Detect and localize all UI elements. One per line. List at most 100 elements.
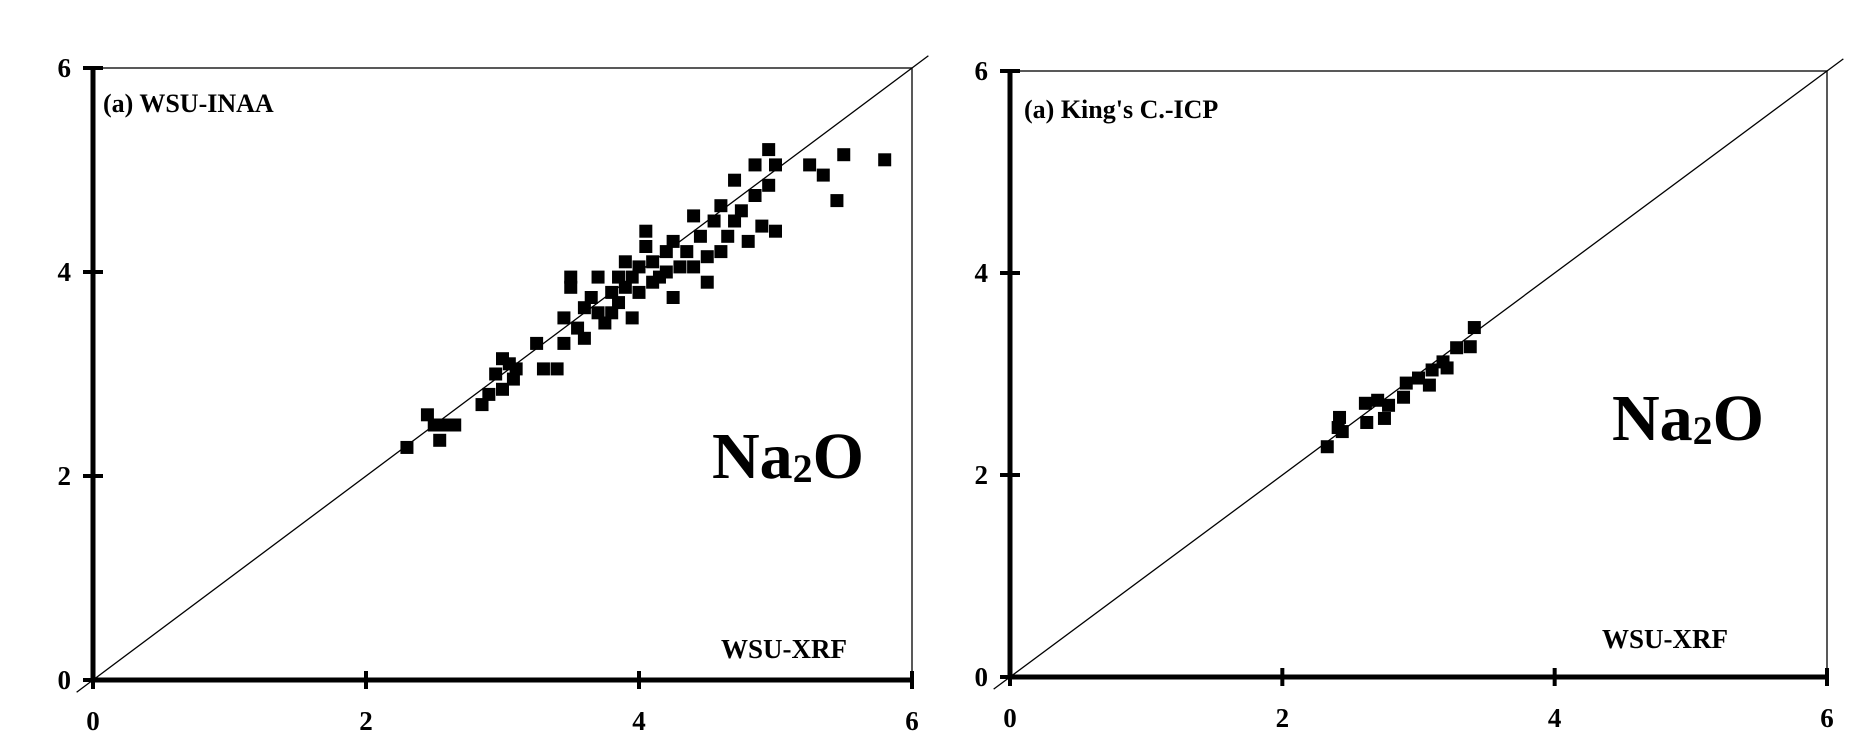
data-point: [475, 398, 489, 412]
data-point: [618, 255, 632, 269]
data-point: [721, 229, 735, 243]
data-point: [420, 408, 434, 422]
data-point: [591, 306, 605, 320]
x-tick-label: 6: [905, 706, 919, 736]
data-point: [700, 275, 714, 289]
data-point: [741, 234, 755, 248]
data-point: [762, 178, 776, 192]
data-point: [666, 234, 680, 248]
y-tick-label: 6: [58, 53, 72, 83]
data-point: [489, 367, 503, 381]
data-point: [693, 229, 707, 243]
data-point: [571, 321, 585, 335]
data-point: [1320, 440, 1334, 454]
data-point: [577, 301, 591, 315]
data-point: [605, 285, 619, 299]
data-point: [707, 214, 721, 228]
data-point: [769, 158, 782, 172]
x-tick-label: 0: [1003, 703, 1017, 733]
data-point: [564, 270, 578, 284]
data-point: [673, 260, 687, 274]
data-point: [550, 362, 564, 376]
data-points: [1320, 321, 1481, 454]
data-point: [803, 158, 817, 172]
data-point: [769, 224, 782, 238]
data-point: [433, 433, 447, 447]
panel-title: (a) King's C.-ICP: [1024, 95, 1218, 124]
data-point: [625, 270, 639, 284]
x-tick-label: 2: [1276, 703, 1290, 733]
data-point: [762, 143, 776, 157]
data-point: [509, 362, 523, 376]
data-point: [1399, 376, 1413, 390]
data-point: [400, 440, 414, 454]
data-point: [612, 296, 626, 310]
y-tick-label: 2: [58, 461, 72, 491]
data-point: [714, 245, 728, 259]
data-point: [598, 316, 612, 330]
data-point: [1422, 378, 1436, 392]
data-point: [427, 418, 441, 432]
data-point: [646, 255, 660, 269]
data-point: [1333, 410, 1347, 424]
data-point: [557, 311, 571, 325]
data-point: [659, 265, 673, 279]
data-point: [687, 209, 701, 223]
y-tick-label: 2: [975, 460, 989, 490]
data-point: [728, 173, 742, 187]
data-point: [632, 260, 646, 274]
x-tick-label: 4: [1548, 703, 1562, 733]
chart-panel-wsu-inaa: 0 2 4 6 0 2 4 6 (a) WSU-INAA Na2O WSU-XRF: [58, 53, 929, 736]
data-point: [1335, 425, 1349, 439]
chart-panel-kings-icp: 0 2 4 6 0 2 4 6 (a) King's C.-ICP Na2O WSU-XRF: [975, 56, 1844, 733]
data-point: [536, 362, 550, 376]
data-point: [639, 224, 653, 238]
one-to-one-line: [76, 55, 929, 693]
data-point: [666, 291, 680, 304]
data-point: [728, 214, 742, 228]
data-point: [557, 336, 571, 350]
x-axis-label: WSU-XRF: [721, 634, 847, 664]
data-point: [577, 331, 591, 345]
data-point: [605, 306, 619, 320]
data-point: [632, 285, 646, 299]
y-tick-label: 0: [975, 662, 989, 692]
x-tick-label: 4: [632, 706, 646, 736]
data-point: [816, 168, 830, 182]
data-point: [506, 372, 520, 386]
data-point: [659, 245, 673, 259]
data-point: [1382, 398, 1396, 412]
data-point: [1440, 361, 1454, 375]
data-point: [748, 189, 762, 202]
data-point: [496, 382, 509, 396]
y-tick-label: 4: [975, 258, 989, 288]
data-point: [612, 270, 626, 284]
data-point: [687, 260, 701, 274]
data-point: [700, 250, 714, 264]
data-point: [448, 418, 462, 432]
data-point: [1358, 396, 1372, 410]
data-point: [878, 153, 892, 167]
data-point: [714, 199, 728, 213]
data-point: [1377, 411, 1391, 425]
y-tick-label: 6: [975, 56, 989, 86]
data-point: [625, 311, 639, 325]
data-point: [1450, 341, 1464, 355]
data-point: [639, 240, 653, 253]
data-point: [837, 148, 851, 162]
data-point: [496, 352, 509, 366]
data-point: [1412, 371, 1425, 385]
x-tick-label: 6: [1820, 703, 1834, 733]
data-point: [618, 280, 632, 294]
y-tick-label: 4: [58, 257, 72, 287]
x-tick-label: 0: [86, 706, 100, 736]
data-point: [584, 291, 598, 304]
data-point: [748, 158, 762, 172]
panel-title: (a) WSU-INAA: [103, 89, 274, 118]
data-point: [1397, 390, 1411, 404]
data-point: [530, 336, 544, 350]
y-tick-label: 0: [58, 665, 72, 695]
data-point: [755, 219, 769, 233]
